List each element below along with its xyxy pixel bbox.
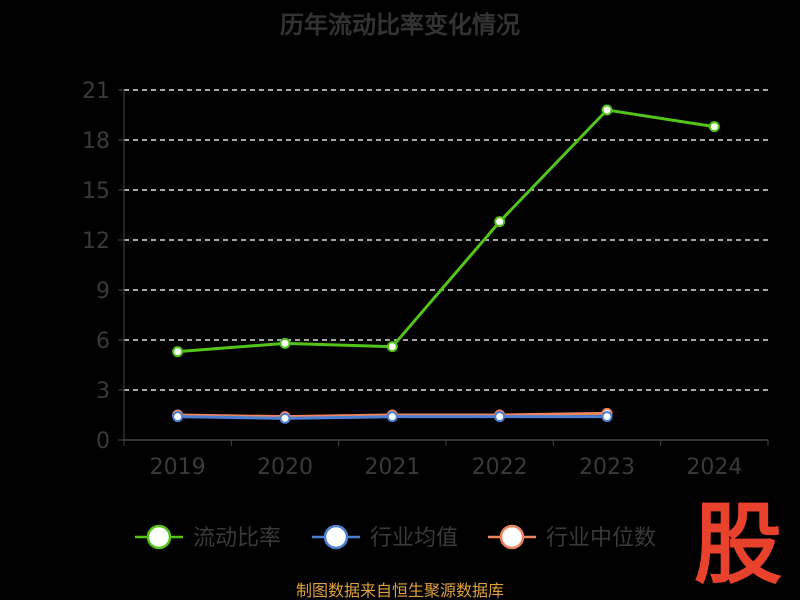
x-tick-label: 2020 (257, 455, 313, 480)
grid-lines (124, 89, 768, 391)
legend-item: 行业中位数 (488, 524, 656, 551)
x-tick-label: 2019 (150, 455, 206, 480)
x-axis: 2019 2020 2021 2022 2023 2024 (123, 439, 769, 480)
y-tick-label: 0 (96, 429, 110, 454)
y-tick-label: 12 (82, 229, 110, 254)
y-tick-label: 6 (96, 329, 110, 354)
data-point (601, 104, 613, 116)
legend-item: 行业均值 (312, 524, 458, 551)
legend-item: 流动比率 (135, 524, 281, 551)
chart-title: 历年流动比率变化情况 (280, 11, 520, 39)
legend-label: 行业均值 (370, 526, 458, 551)
y-tick-label: 21 (82, 79, 110, 104)
legend-marker (499, 524, 525, 550)
data-point (494, 411, 506, 423)
x-tick-label: 2023 (579, 455, 635, 480)
data-point (279, 412, 291, 424)
y-tick-label: 15 (82, 179, 110, 204)
y-tick-label: 9 (96, 279, 110, 304)
legend: 流动比率 行业均值 行业中位数 (135, 524, 656, 551)
series-流动比率 (172, 104, 720, 358)
legend-marker (323, 524, 349, 550)
series-lines (172, 104, 720, 424)
data-point (386, 341, 398, 353)
series-line (177, 108, 715, 354)
legend-marker (146, 524, 172, 550)
data-source-footer: 制图数据来自恒生聚源数据库 (296, 581, 504, 600)
x-tick-label: 2022 (472, 455, 528, 480)
watermark-logo: 股 (694, 493, 782, 596)
data-point (172, 346, 184, 358)
data-point (601, 411, 613, 423)
y-tick-label: 18 (82, 129, 110, 154)
legend-label: 行业中位数 (546, 526, 656, 551)
y-tick-label: 3 (96, 379, 110, 404)
y-axis: 0 3 6 9 12 15 18 21 (82, 79, 125, 454)
series-行业均值 (172, 411, 613, 424)
x-tick-label: 2021 (364, 455, 420, 480)
data-point (279, 337, 291, 349)
x-tick-label: 2024 (686, 455, 742, 480)
data-point (494, 216, 506, 228)
data-point (172, 411, 184, 423)
legend-label: 流动比率 (193, 526, 281, 551)
data-point (386, 411, 398, 423)
data-point (708, 121, 720, 133)
